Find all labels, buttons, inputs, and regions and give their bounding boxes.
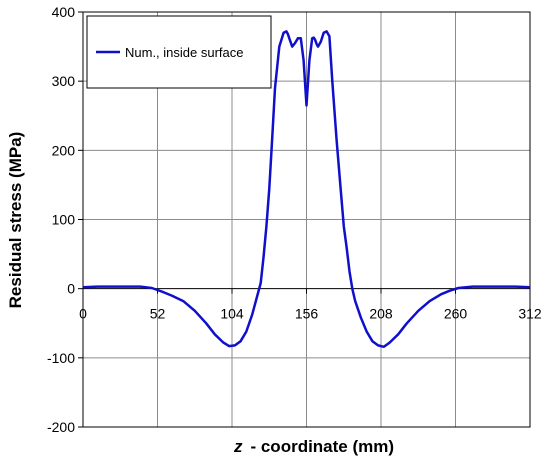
x-tick-label: 0 [79, 306, 87, 322]
series-layer [82, 30, 531, 349]
x-axis-ticks: 0 52 104 156 208 260 312 [79, 288, 542, 322]
y-tick-label: -200 [47, 419, 75, 435]
y-tick-label: -100 [47, 350, 75, 366]
x-tick-label: 156 [295, 306, 319, 322]
x-tick-label: 52 [150, 306, 166, 322]
legend-label: Num., inside surface [125, 45, 244, 60]
y-tick-label: 300 [52, 73, 76, 89]
x-axis-title: z - coordinate (mm) [233, 437, 394, 456]
series-line-inside-surface [82, 30, 531, 349]
x-tick-label: 260 [444, 306, 468, 322]
y-tick-label: 400 [52, 4, 76, 20]
y-tick-label: 100 [52, 212, 76, 228]
y-axis-ticks: -200 -100 0 100 200 300 400 [47, 4, 83, 435]
legend: Num., inside surface [86, 15, 272, 89]
x-tick-label: 208 [369, 306, 393, 322]
x-tick-label: 312 [518, 306, 542, 322]
y-tick-label: 200 [52, 142, 76, 158]
y-axis-title: Residual stress (MPa) [6, 132, 25, 309]
x-axis-title-symbol: z [233, 437, 243, 456]
x-tick-label: 104 [220, 306, 244, 322]
y-tick-label: 0 [67, 281, 75, 297]
x-axis-title-text: - coordinate (mm) [250, 437, 394, 456]
